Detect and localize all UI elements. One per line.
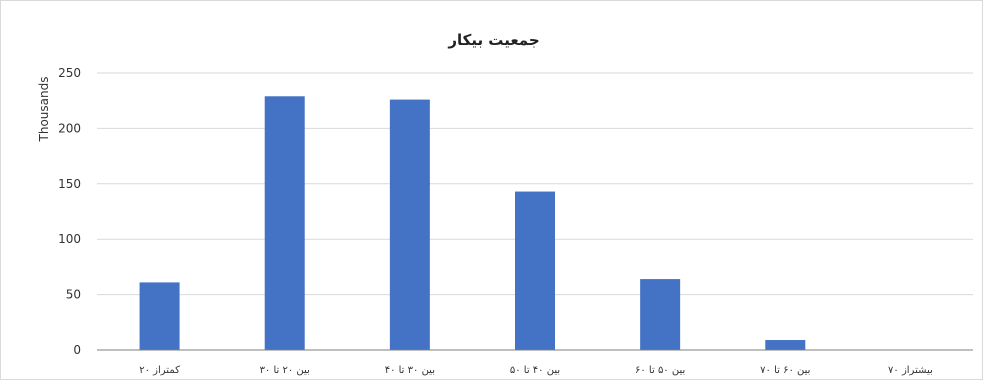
bars bbox=[139, 96, 806, 350]
bar bbox=[640, 279, 681, 350]
gridlines bbox=[97, 72, 973, 296]
chart-title: جمعیت بیکار bbox=[447, 31, 539, 49]
x-tick-label: بین ۲۰ تا ۳۰ bbox=[260, 365, 310, 376]
x-tick-label: بین ۳۰ تا ۴۰ bbox=[385, 365, 435, 376]
x-tick-label: بیشتراز ۷۰ bbox=[888, 365, 933, 376]
bar bbox=[389, 99, 430, 350]
bar bbox=[515, 191, 555, 350]
y-tick-label: 50 bbox=[66, 288, 81, 302]
y-tick-label: 100 bbox=[58, 232, 81, 246]
y-tick-label: 150 bbox=[58, 177, 81, 191]
bar bbox=[139, 282, 180, 350]
y-axis-title: Thousands bbox=[37, 77, 51, 143]
x-tick-label: کمتراز ۲۰ bbox=[139, 365, 180, 376]
y-axis-ticks: 0 50 100 150 200 250 bbox=[58, 66, 81, 357]
y-tick-label: 250 bbox=[58, 66, 81, 80]
x-tick-label: بین ۶۰ تا ۷۰ bbox=[760, 365, 810, 376]
bar bbox=[264, 96, 305, 350]
y-tick-label: 0 bbox=[73, 343, 81, 357]
x-axis-ticks: کمتراز ۲۰ بین ۲۰ تا ۳۰ بین ۳۰ تا ۴۰ بین ۴۰ … bbox=[139, 365, 933, 376]
bar bbox=[765, 340, 806, 350]
x-tick-label: بین ۴۰ تا ۵۰ bbox=[510, 365, 560, 376]
y-tick-label: 200 bbox=[58, 121, 81, 135]
x-tick-label: بین ۵۰ تا ۶۰ bbox=[635, 365, 685, 376]
